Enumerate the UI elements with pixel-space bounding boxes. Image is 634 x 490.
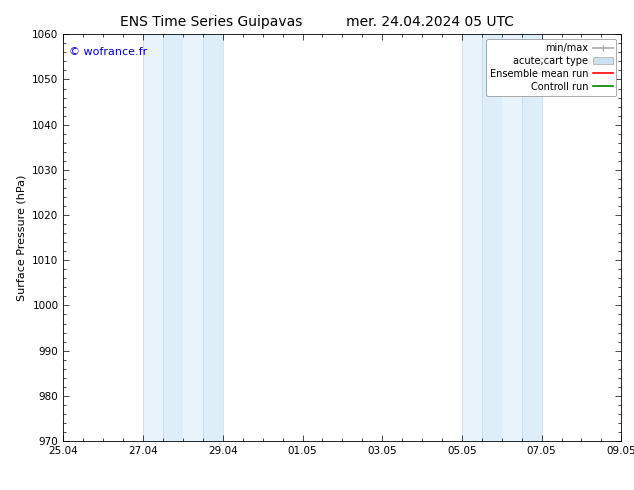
Bar [462,34,482,441]
Text: © wofrance.fr: © wofrance.fr [69,47,147,56]
Bar [462,34,541,441]
Text: ENS Time Series Guipavas          mer. 24.04.2024 05 UTC: ENS Time Series Guipavas mer. 24.04.2024… [120,15,514,29]
Bar [183,34,203,441]
Bar [143,34,223,441]
Legend: min/max, acute;cart type, Ensemble mean run, Controll run: min/max, acute;cart type, Ensemble mean … [486,39,616,96]
Y-axis label: Surface Pressure (hPa): Surface Pressure (hPa) [16,174,27,301]
Bar [501,34,522,441]
Bar [143,34,163,441]
